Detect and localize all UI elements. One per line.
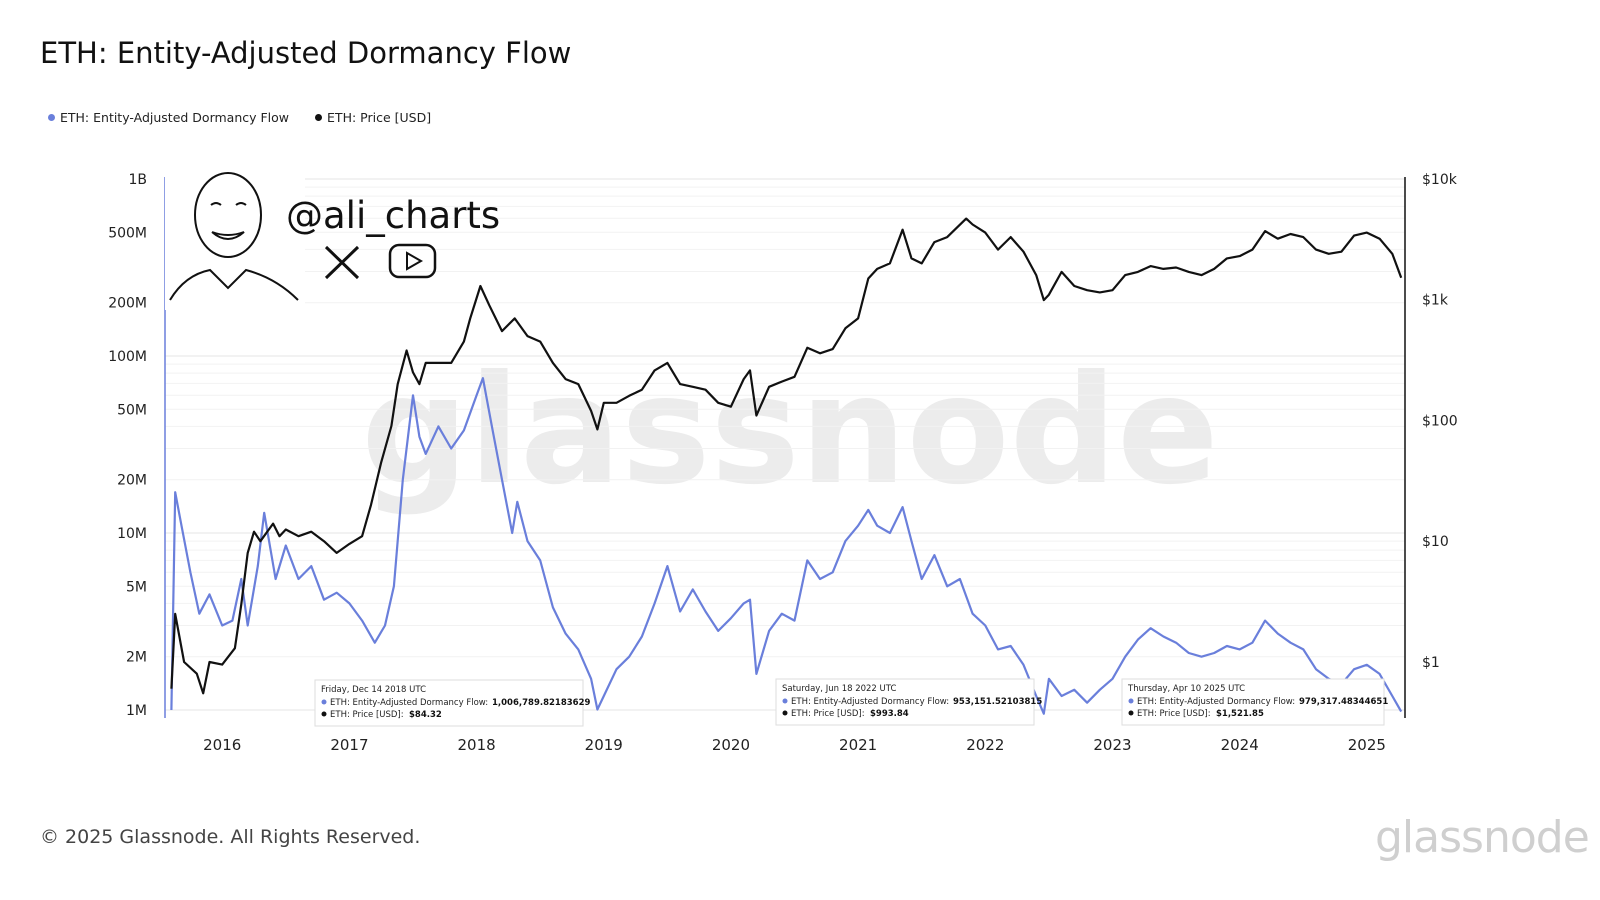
tooltip-dormancy-label: ETH: Entity-Adjusted Dormancy Flow: <box>1137 697 1295 707</box>
x-logo-icon[interactable] <box>324 245 360 280</box>
x-tick-label: 2023 <box>1093 736 1131 754</box>
tooltip-dot-price <box>782 710 788 716</box>
legend-item-price[interactable]: ETH: Price [USD] <box>315 110 431 125</box>
brand-logo[interactable]: glassnode <box>1375 812 1590 863</box>
background-watermark: glassnode <box>361 344 1219 518</box>
y-left-tick-label: 10M <box>117 526 147 542</box>
legend-dot-dormancy <box>48 114 55 121</box>
tooltip-dot-dormancy <box>782 698 788 704</box>
y-axis-left: 1M 2M 5M 10M 20M 50M 100M 200M 500M 1B <box>108 172 147 719</box>
price-line[interactable] <box>170 217 1403 695</box>
tooltip-dot-price <box>1128 710 1134 716</box>
avatar-eyes <box>210 202 247 206</box>
tooltip-date: Saturday, Jun 18 2022 UTC <box>782 684 896 694</box>
y-left-tick-label: 50M <box>117 402 147 418</box>
tooltip-box <box>314 679 584 727</box>
copyright-footer: © 2025 Glassnode. All Rights Reserved. <box>40 826 421 848</box>
tooltip-2018: Friday, Dec 14 2018 UTC ETH: Entity-Adju… <box>314 679 590 727</box>
x-tick-label: 2018 <box>457 736 495 754</box>
grid-lines <box>165 178 1405 711</box>
tooltip-dormancy-label: ETH: Entity-Adjusted Dormancy Flow: <box>791 697 949 707</box>
tooltip-date: Thursday, Apr 10 2025 UTC <box>1127 684 1245 694</box>
legend-item-dormancy[interactable]: ETH: Entity-Adjusted Dormancy Flow <box>48 110 289 125</box>
x-tick-label: 2024 <box>1221 736 1259 754</box>
tooltip-price-label: ETH: Price [USD]: <box>791 709 865 719</box>
avatar-shoulders <box>169 268 299 301</box>
legend-label-dormancy: ETH: Entity-Adjusted Dormancy Flow <box>60 110 290 125</box>
y-right-tick-label: $10 <box>1422 534 1449 550</box>
y-left-tick-label: 1B <box>128 172 147 188</box>
dormancy-flow-line[interactable] <box>170 377 1403 715</box>
series-lines[interactable] <box>170 217 1403 715</box>
y-right-tick-label: $1k <box>1422 293 1449 309</box>
x-tick-label: 2021 <box>839 736 877 754</box>
tooltip-price-value: $993.84 <box>870 709 909 719</box>
y-left-tick-label: 500M <box>108 225 147 241</box>
y-left-tick-label: 1M <box>126 703 147 719</box>
tooltip-dormancy-value: 1,006,789.82183629 <box>492 698 590 708</box>
tooltip-box <box>775 678 1035 726</box>
legend-dot-price <box>315 114 323 121</box>
chart-title: ETH: Entity-Adjusted Dormancy Flow <box>40 36 572 70</box>
y-left-tick-label: 200M <box>108 296 147 312</box>
y-left-tick-label: 2M <box>126 650 147 666</box>
author-handle: @ali_charts <box>286 194 500 237</box>
tooltip-2022: Saturday, Jun 18 2022 UTC ETH: Entity-Ad… <box>775 678 1042 726</box>
y-axis-right: $1 $10 $100 $1k $10k <box>1422 172 1458 671</box>
tooltip-dot-price <box>321 711 327 717</box>
y-right-tick-label: $1 <box>1422 655 1440 671</box>
tooltip-price-label: ETH: Price [USD]: <box>330 710 404 720</box>
legend-label-price: ETH: Price [USD] <box>327 110 432 125</box>
y-right-tick-label: $10k <box>1422 172 1458 188</box>
tooltip-price-value: $1,521.85 <box>1216 709 1264 719</box>
x-tick-label: 2016 <box>203 736 241 754</box>
tooltip-price-value: $84.32 <box>409 710 442 720</box>
tooltip-date: Friday, Dec 14 2018 UTC <box>321 685 426 695</box>
tooltip-dormancy-label: ETH: Entity-Adjusted Dormancy Flow: <box>330 698 488 708</box>
x-tick-label: 2017 <box>330 736 368 754</box>
author-avatar <box>165 170 305 310</box>
tooltip-dormancy-value: 979,317.48344651 <box>1299 697 1388 707</box>
avatar-smile <box>211 231 245 240</box>
tooltip-box <box>1121 678 1385 726</box>
x-tick-label: 2019 <box>585 736 623 754</box>
youtube-icon[interactable] <box>388 243 437 279</box>
x-tick-label: 2022 <box>966 736 1004 754</box>
tooltip-dot-dormancy <box>1128 698 1134 704</box>
tooltip-dormancy-value: 953,151.52103815 <box>953 697 1042 707</box>
y-left-tick-label: 20M <box>117 473 147 489</box>
legend: ETH: Entity-Adjusted Dormancy Flow ETH: … <box>48 110 431 125</box>
tooltip-price-label: ETH: Price [USD]: <box>1137 709 1211 719</box>
y-left-tick-label: 100M <box>108 349 147 365</box>
avatar-head <box>194 172 262 258</box>
x-tick-label: 2025 <box>1348 736 1386 754</box>
y-left-tick-label: 5M <box>126 579 147 595</box>
x-axis: 2016 2017 2018 2019 2020 2021 2022 2023 2024 2025 <box>203 736 1386 754</box>
x-tick-label: 2020 <box>712 736 750 754</box>
tooltip-dot-dormancy <box>321 699 327 705</box>
tooltip-2025: Thursday, Apr 10 2025 UTC ETH: Entity-Ad… <box>1121 678 1388 726</box>
y-right-tick-label: $100 <box>1422 413 1458 429</box>
